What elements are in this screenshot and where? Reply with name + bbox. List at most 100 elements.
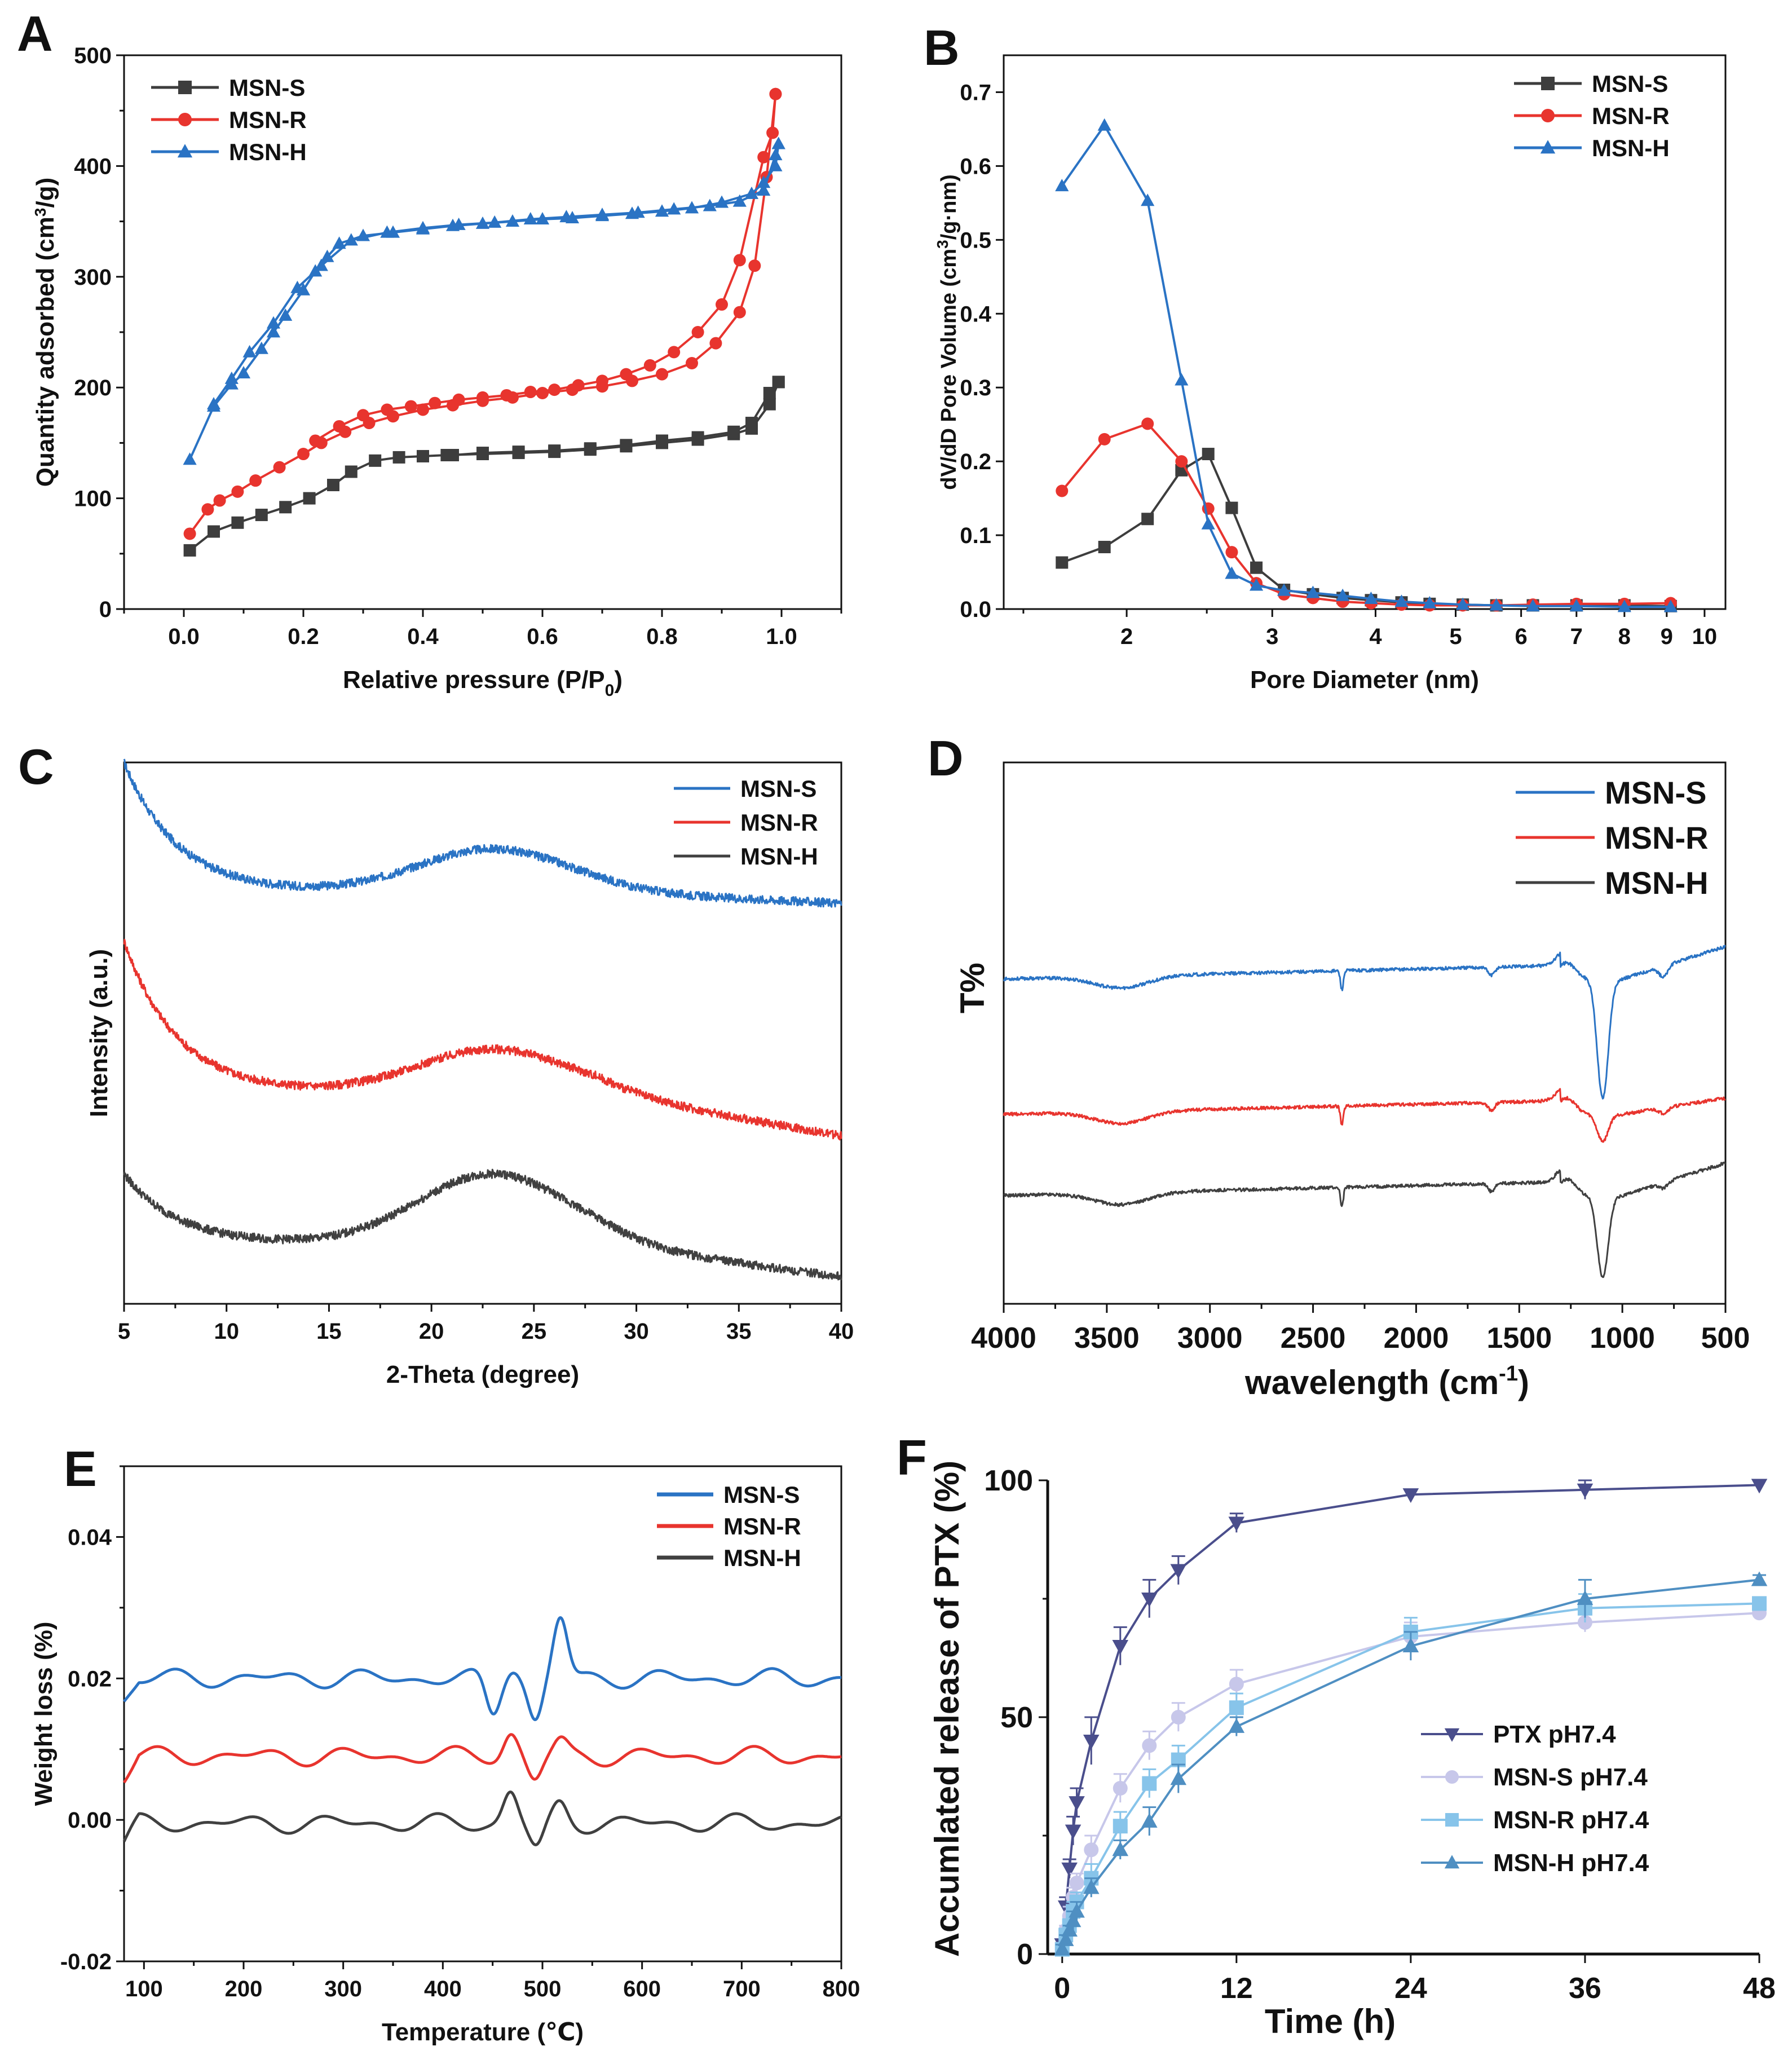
y-tick-label: 300	[74, 265, 112, 290]
data-point	[1097, 118, 1111, 131]
data-point	[183, 527, 196, 540]
panel-label-a: A	[17, 6, 53, 61]
series-msn-s	[183, 376, 785, 557]
y-tick-label: 0.02	[68, 1666, 112, 1691]
y-axis-title: Quantity adsorbed (cm3/g)	[32, 178, 59, 487]
data-point	[447, 449, 459, 462]
legend-item: MSN-R pH7.4	[1421, 1806, 1649, 1834]
data-point	[279, 308, 293, 321]
data-point	[1113, 1819, 1128, 1834]
x-tick-label: 40	[829, 1319, 854, 1344]
legend-label: MSN-R	[229, 107, 307, 133]
data-point	[757, 183, 771, 196]
x-tick-label: 0.8	[646, 624, 678, 649]
legend-item: MSN-S	[674, 775, 816, 802]
y-tick-label: 0.00	[68, 1808, 112, 1833]
legend-marker	[1445, 1813, 1459, 1827]
x-tick-label: 800	[823, 1977, 860, 2001]
data-point	[476, 447, 489, 460]
x-tick-label: 100	[125, 1977, 163, 2001]
data-point	[183, 452, 197, 465]
x-tick-label: 300	[324, 1977, 362, 2001]
x-tick-label: 0.0	[168, 624, 200, 649]
data-point	[1364, 592, 1378, 605]
data-point	[1141, 417, 1154, 430]
data-point	[332, 236, 346, 249]
data-point	[548, 444, 561, 457]
x-tick-label: 12	[1220, 1972, 1253, 2005]
y-axis-title: Weight loss (%)	[30, 1622, 58, 1806]
data-point	[703, 199, 717, 211]
data-point	[1061, 1922, 1078, 1937]
legend-label: MSN-H	[740, 843, 818, 870]
isotherm-adsorption-line	[188, 143, 780, 460]
x-tick-label: 48	[1743, 1972, 1776, 2005]
data-point	[727, 425, 740, 438]
y-tick-label: 0.7	[960, 80, 991, 105]
data-point	[763, 398, 776, 411]
x-tick-label: 600	[623, 1977, 661, 2001]
data-point	[1394, 594, 1409, 607]
legend: PTX pH7.4 MSN-S pH7.4 MSN-R pH7.4 MSN-H pH7…	[1421, 1721, 1649, 1877]
data-point	[1569, 599, 1583, 612]
legend-label: MSN-R pH7.4	[1493, 1806, 1649, 1834]
x-tick-label: 4	[1369, 624, 1382, 649]
data-point	[769, 148, 783, 161]
legend-label: MSN-S	[723, 1481, 800, 1508]
data-point	[429, 396, 442, 409]
plot-frame	[123, 761, 842, 1305]
x-axis-title: Temperature (℃)	[382, 2018, 584, 2046]
data-point	[620, 439, 633, 452]
data-point	[763, 387, 776, 400]
xrd-trace-msn-r	[123, 938, 842, 1141]
x-tick-label: 36	[1569, 1972, 1601, 2005]
x-tick-label: 15	[316, 1319, 342, 1344]
legend-item: MSN-H pH7.4	[1421, 1849, 1649, 1877]
legend-label: MSN-H	[1605, 865, 1709, 901]
data-point	[1201, 517, 1215, 530]
x-tick-label: 2	[1120, 624, 1133, 649]
data-point	[686, 356, 698, 369]
data-point	[524, 386, 537, 399]
y-tick-label: 0.04	[68, 1525, 112, 1550]
data-point	[643, 359, 656, 372]
data-point	[748, 259, 761, 272]
data-point	[1175, 373, 1189, 386]
panel-b: B 2 3 4 5 6 7 8 9 10 0.0 0.1 0.2 0.3 0.4 0.5 0.6 0.7 Pore …	[924, 20, 1727, 694]
legend-marker	[1445, 1770, 1459, 1784]
ftir-trace-msn-s	[1003, 945, 1726, 1100]
data-point	[512, 446, 525, 458]
data-point	[1170, 1770, 1187, 1785]
data-point	[709, 337, 722, 350]
y-tick-label: 500	[74, 43, 112, 68]
legend-item: MSN-R	[1516, 820, 1709, 855]
data-point	[1175, 455, 1188, 468]
legend-marker	[1541, 77, 1555, 90]
data-point	[1055, 179, 1069, 192]
series-msn-h	[183, 136, 785, 465]
legend-label: MSN-H	[229, 139, 307, 165]
legend-label: MSN-H	[723, 1545, 801, 1571]
plot-frame	[123, 1465, 842, 1962]
data-point	[1170, 1564, 1187, 1579]
data-point	[224, 371, 239, 384]
data-point	[1752, 1596, 1767, 1611]
panel-c: C 5 10 15 20 25 30 35 40 2-Theta (degree) Intensit…	[18, 739, 854, 1388]
isotherm-desorption-line	[315, 94, 777, 442]
data-point	[1336, 588, 1350, 601]
data-point	[1084, 1842, 1099, 1858]
data-point	[536, 387, 549, 400]
legend-item: MSN-S	[657, 1481, 800, 1508]
data-point	[183, 544, 196, 557]
legend: MSN-S MSN-R MSN-H	[1516, 775, 1709, 901]
data-point	[1229, 1677, 1244, 1692]
panel-label-f: F	[897, 1430, 927, 1485]
y-tick-label: 200	[74, 376, 112, 400]
x-tick-label: 1.0	[766, 624, 797, 649]
x-tick-label: 3500	[1074, 1322, 1140, 1355]
ftir-trace-msn-h	[1003, 1161, 1726, 1278]
data-point	[1141, 193, 1155, 206]
data-point	[1069, 1903, 1085, 1918]
y-tick-label: 0.1	[960, 523, 991, 548]
